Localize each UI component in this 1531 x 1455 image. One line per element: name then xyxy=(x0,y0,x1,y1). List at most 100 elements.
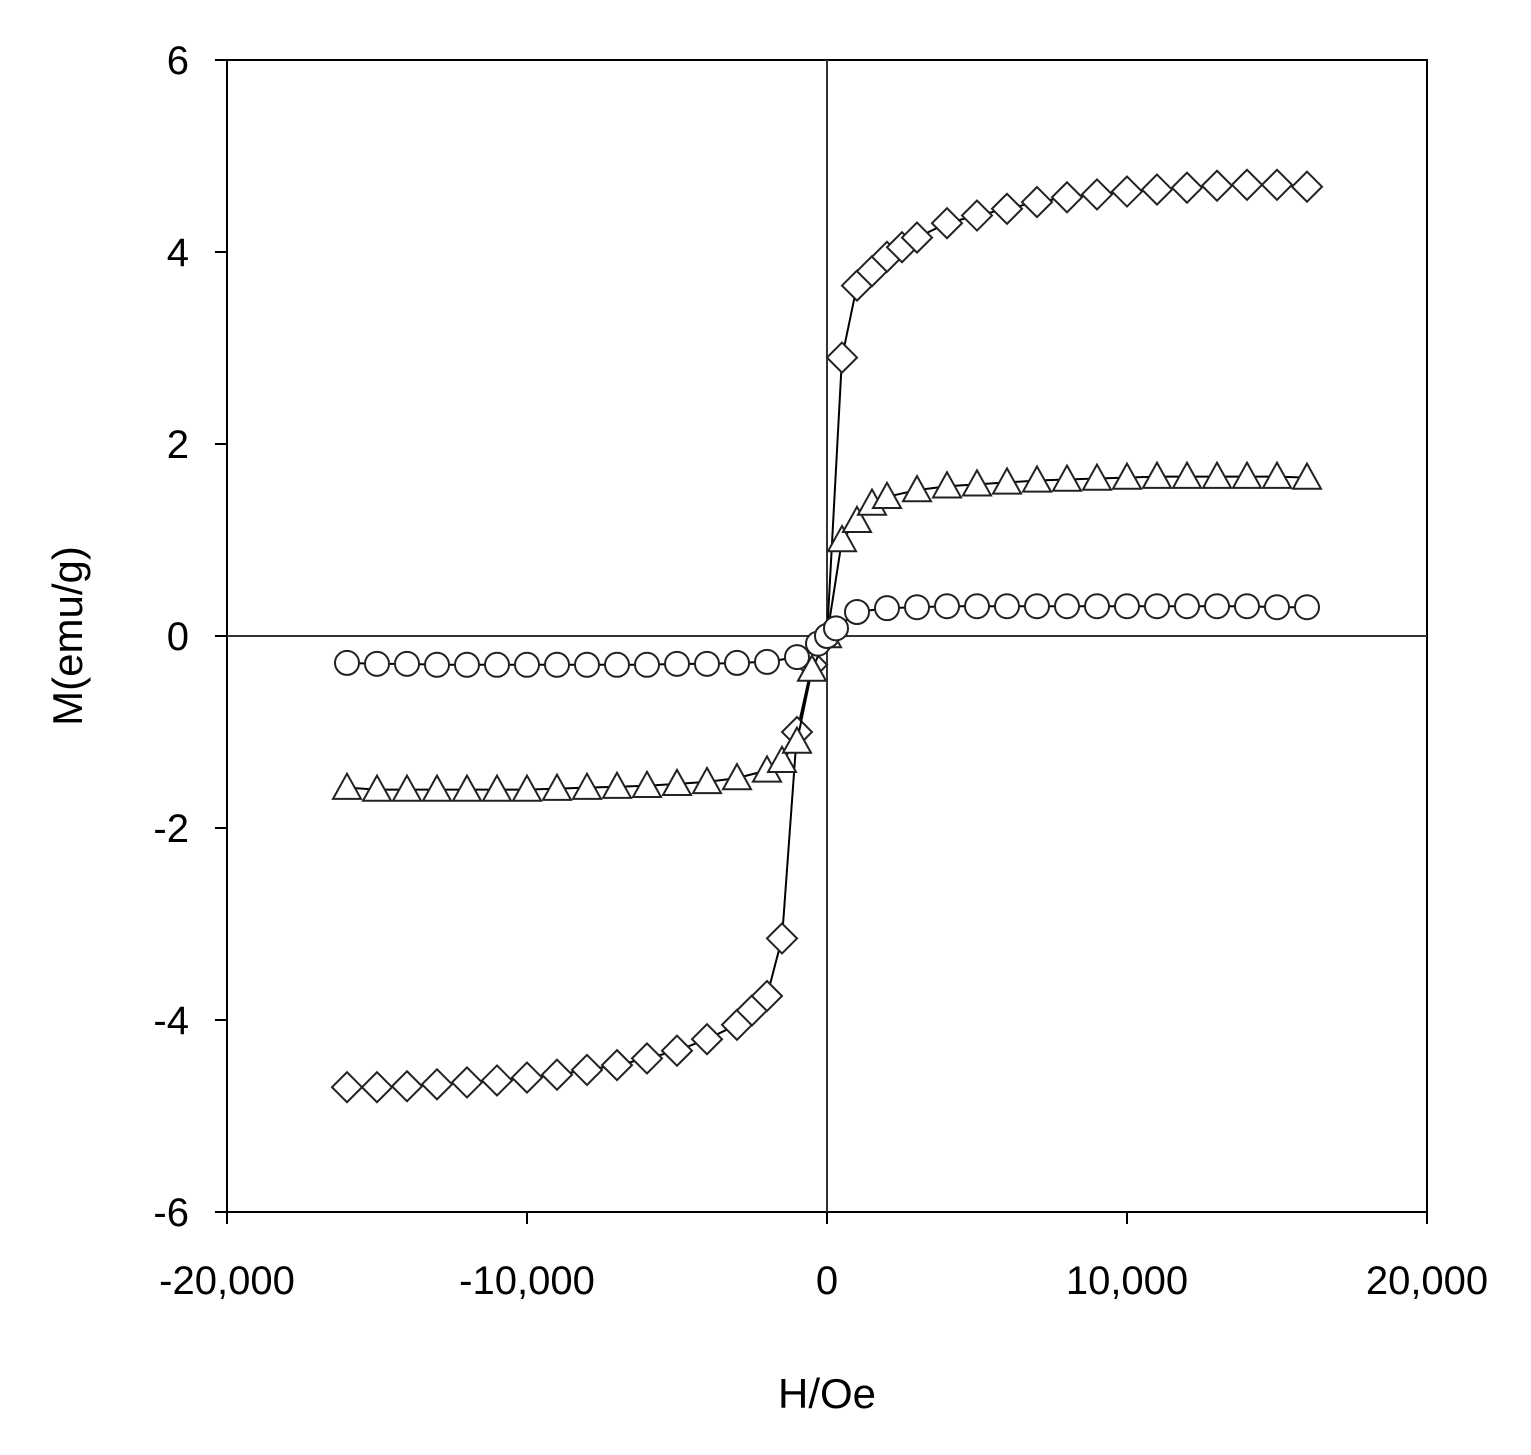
series-diamond xyxy=(330,168,1324,1104)
circle-point xyxy=(454,651,480,678)
diamond-point xyxy=(630,1041,664,1075)
y-tick-label: 4 xyxy=(167,231,189,275)
diamond-point xyxy=(1050,180,1084,214)
circle-point xyxy=(1204,593,1230,620)
series-circle xyxy=(334,593,1320,678)
diamond-point xyxy=(1170,171,1204,205)
circle-point xyxy=(604,651,630,678)
triangle-point xyxy=(451,773,483,802)
diamond-point xyxy=(600,1048,634,1082)
diamond-point xyxy=(450,1065,484,1099)
triangle-point xyxy=(571,771,603,800)
diamond-point xyxy=(930,206,964,240)
series-triangle xyxy=(331,460,1323,802)
circle-point xyxy=(424,651,450,678)
circle-point xyxy=(754,648,780,675)
diamond-point xyxy=(1230,168,1264,202)
diamond-point xyxy=(510,1061,544,1095)
diamond-point xyxy=(960,199,994,232)
triangle-point xyxy=(1231,460,1263,489)
series-layer xyxy=(330,168,1324,1104)
diamond-point xyxy=(1140,173,1174,207)
circle-point xyxy=(904,594,930,621)
triangle-point xyxy=(601,770,633,799)
circle-point xyxy=(994,593,1020,620)
triangle-point xyxy=(1171,460,1203,489)
y-tick-label: -2 xyxy=(153,807,189,851)
x-tick-label: 10,000 xyxy=(1066,1259,1188,1303)
x-tick-label: 0 xyxy=(816,1259,838,1303)
diamond-point xyxy=(540,1058,574,1092)
circle-point xyxy=(1084,593,1110,620)
diamond-point xyxy=(360,1070,394,1104)
circle-point xyxy=(394,650,420,677)
triangle-point xyxy=(481,773,513,802)
y-tick-label: 2 xyxy=(167,423,189,467)
circle-point xyxy=(823,615,849,642)
triangle-point xyxy=(541,772,573,801)
circle-point xyxy=(1024,593,1050,620)
circle-point xyxy=(934,593,960,620)
x-tick-label: 20,000 xyxy=(1366,1259,1488,1303)
y-tick-label: 6 xyxy=(167,39,189,83)
triangle-point xyxy=(841,504,873,533)
circle-point xyxy=(574,651,600,678)
diamond-point xyxy=(900,221,934,255)
triangle-point xyxy=(511,773,543,802)
diamond-point xyxy=(660,1034,694,1068)
triangle-point xyxy=(1201,460,1233,489)
circle-point xyxy=(1174,593,1200,620)
triangle-point xyxy=(1111,461,1143,490)
circle-point xyxy=(844,599,870,625)
diamond-point xyxy=(1200,169,1234,203)
y-axis-title: M(emu/g) xyxy=(44,546,91,726)
x-tick-label: -20,000 xyxy=(159,1259,295,1303)
diamond-point xyxy=(1260,168,1294,202)
diamond-point xyxy=(390,1069,424,1103)
y-tick-label: -4 xyxy=(153,999,189,1043)
circle-point xyxy=(334,649,360,676)
circle-point xyxy=(634,651,660,678)
triangle-point xyxy=(1261,460,1293,489)
diamond-point xyxy=(330,1070,364,1104)
triangle-point xyxy=(781,725,813,754)
y-tick-label: 0 xyxy=(167,615,189,659)
triangle-point xyxy=(391,773,423,802)
diamond-point xyxy=(1020,185,1054,219)
diamond-point xyxy=(765,921,799,955)
circle-point xyxy=(364,650,390,677)
triangle-point xyxy=(931,470,963,499)
circle-point xyxy=(1144,593,1170,620)
circle-point xyxy=(544,651,570,678)
diamond-point xyxy=(990,192,1024,226)
triangle-point xyxy=(1081,462,1113,491)
diamond-point xyxy=(1290,170,1324,204)
x-axis-title: H/Oe xyxy=(778,1370,876,1417)
triangle-point xyxy=(766,744,798,773)
x-tick-label: -10,000 xyxy=(459,1259,595,1303)
triangle-point xyxy=(361,773,393,802)
circle-point xyxy=(1054,593,1080,620)
triangle-point xyxy=(661,767,693,797)
triangle-point xyxy=(871,480,903,509)
diamond-point xyxy=(420,1067,454,1101)
triangle-point xyxy=(721,762,753,791)
triangle-point xyxy=(1291,461,1323,490)
triangle-point xyxy=(796,653,828,682)
circle-point xyxy=(1234,593,1260,620)
diamond-point xyxy=(750,979,784,1013)
triangle-point xyxy=(1021,464,1053,493)
tick-layer: -20,000 -10,000 0 10,000 20,000 -6 -4 -2 0 2 4 6 xyxy=(153,39,1488,1303)
diamond-point xyxy=(1080,177,1114,211)
circle-point xyxy=(694,650,720,677)
circle-point xyxy=(484,651,510,678)
triangle-point xyxy=(901,474,933,503)
circle-point xyxy=(1294,594,1320,621)
diamond-point xyxy=(690,1022,724,1056)
diamond-point xyxy=(570,1053,604,1087)
diamond-point xyxy=(480,1064,514,1097)
circle-point xyxy=(724,649,750,676)
triangle-point xyxy=(631,769,663,798)
triangle-point xyxy=(991,466,1023,495)
